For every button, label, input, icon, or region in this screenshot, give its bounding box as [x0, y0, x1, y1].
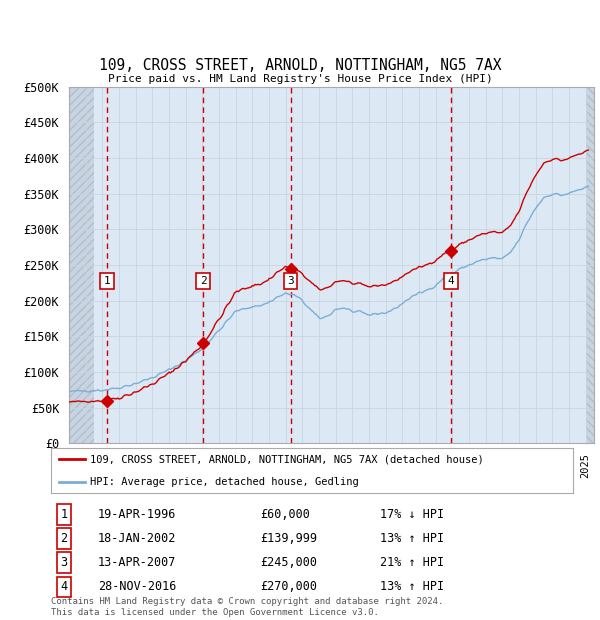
- Text: 3: 3: [287, 276, 294, 286]
- Text: 3: 3: [61, 556, 68, 569]
- Text: 18-JAN-2002: 18-JAN-2002: [98, 532, 176, 545]
- Text: 13% ↑ HPI: 13% ↑ HPI: [380, 580, 444, 593]
- Text: 2: 2: [61, 532, 68, 545]
- Text: 1: 1: [61, 508, 68, 521]
- Text: £60,000: £60,000: [260, 508, 310, 521]
- Bar: [586, 87, 594, 443]
- Text: 13% ↑ HPI: 13% ↑ HPI: [380, 532, 444, 545]
- Text: 4: 4: [61, 580, 68, 593]
- Text: 1: 1: [104, 276, 110, 286]
- Text: 109, CROSS STREET, ARNOLD, NOTTINGHAM, NG5 7AX: 109, CROSS STREET, ARNOLD, NOTTINGHAM, N…: [99, 58, 501, 73]
- Text: 109, CROSS STREET, ARNOLD, NOTTINGHAM, NG5 7AX (detached house): 109, CROSS STREET, ARNOLD, NOTTINGHAM, N…: [90, 454, 484, 464]
- Text: £270,000: £270,000: [260, 580, 317, 593]
- Text: HPI: Average price, detached house, Gedling: HPI: Average price, detached house, Gedl…: [90, 477, 359, 487]
- Text: £245,000: £245,000: [260, 556, 317, 569]
- Text: 21% ↑ HPI: 21% ↑ HPI: [380, 556, 444, 569]
- Text: 17% ↓ HPI: 17% ↓ HPI: [380, 508, 444, 521]
- Text: £139,999: £139,999: [260, 532, 317, 545]
- Text: 28-NOV-2016: 28-NOV-2016: [98, 580, 176, 593]
- Text: Contains HM Land Registry data © Crown copyright and database right 2024.
This d: Contains HM Land Registry data © Crown c…: [51, 598, 443, 617]
- Text: 19-APR-1996: 19-APR-1996: [98, 508, 176, 521]
- Bar: [69, 87, 94, 443]
- Text: 2: 2: [200, 276, 206, 286]
- Text: 13-APR-2007: 13-APR-2007: [98, 556, 176, 569]
- Text: Price paid vs. HM Land Registry's House Price Index (HPI): Price paid vs. HM Land Registry's House …: [107, 74, 493, 84]
- Text: 4: 4: [448, 276, 454, 286]
